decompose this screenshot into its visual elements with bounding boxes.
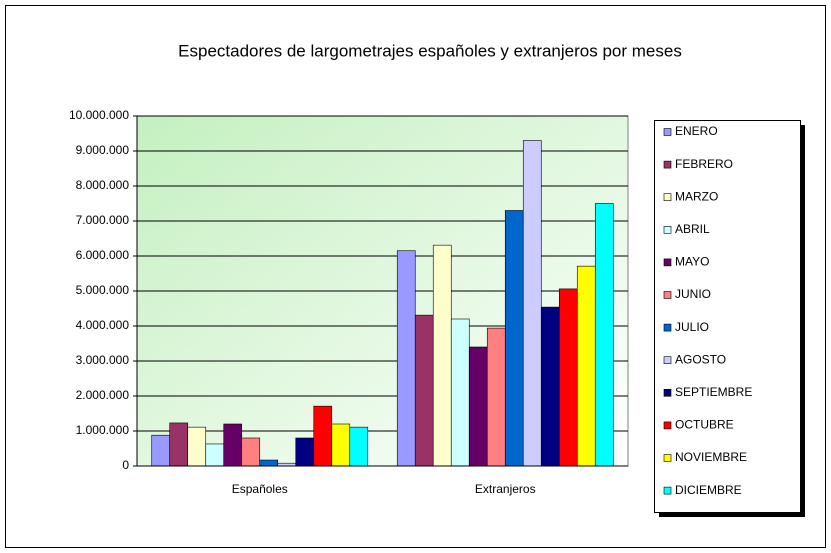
legend-label: NOVIEMBRE bbox=[675, 450, 747, 464]
y-tick-label: 7.000.000 bbox=[76, 213, 130, 227]
bar bbox=[432, 244, 452, 467]
legend-label: MAYO bbox=[675, 255, 709, 269]
bar bbox=[187, 426, 207, 467]
bar bbox=[414, 314, 434, 467]
legend-label: OCTUBRE bbox=[675, 418, 734, 432]
bar bbox=[450, 318, 470, 467]
bar bbox=[223, 423, 243, 467]
legend-label: MARZO bbox=[675, 189, 718, 203]
legend-swatch bbox=[663, 291, 672, 299]
bar bbox=[594, 203, 614, 467]
x-tick-label: Españoles bbox=[232, 482, 288, 496]
legend-box bbox=[654, 120, 801, 513]
bar bbox=[522, 140, 542, 467]
bar bbox=[349, 426, 369, 467]
legend-swatch bbox=[663, 258, 672, 267]
y-tick-label: 1.000.000 bbox=[76, 423, 130, 437]
bar bbox=[468, 346, 488, 467]
y-tick-label: 3.000.000 bbox=[76, 353, 130, 367]
bar bbox=[313, 405, 333, 467]
bar bbox=[205, 443, 225, 467]
legend-label: ABRIL bbox=[675, 222, 710, 236]
legend-swatch bbox=[663, 486, 672, 495]
legend-swatch bbox=[663, 356, 672, 365]
y-tick-label: 5.000.000 bbox=[76, 283, 130, 297]
y-tick-label: 10.000.000 bbox=[69, 108, 129, 122]
legend-label: JUNIO bbox=[675, 287, 711, 301]
y-tick-label: 6.000.000 bbox=[76, 248, 130, 262]
bar bbox=[576, 265, 596, 467]
bar bbox=[259, 459, 279, 467]
bar bbox=[396, 250, 416, 467]
legend-label: SEPTIEMBRE bbox=[675, 385, 752, 399]
legend-swatch bbox=[663, 193, 672, 201]
bar bbox=[558, 288, 578, 467]
bar bbox=[241, 437, 261, 467]
legend-swatch bbox=[663, 454, 672, 462]
bar bbox=[295, 437, 315, 467]
legend-swatch bbox=[663, 128, 672, 136]
bar bbox=[331, 423, 351, 467]
legend-label: ENERO bbox=[675, 124, 718, 138]
y-tick-label: 4.000.000 bbox=[76, 318, 130, 332]
y-tick-label: 9.000.000 bbox=[76, 143, 130, 157]
legend-label: DICIEMBRE bbox=[675, 483, 742, 497]
chart-title: Espectadores de largometrajes españoles … bbox=[178, 41, 682, 60]
y-tick-label: 8.000.000 bbox=[76, 178, 130, 192]
legend-swatch bbox=[663, 421, 672, 430]
bar bbox=[486, 327, 506, 467]
bar bbox=[504, 210, 524, 467]
legend-label: JULIO bbox=[675, 320, 709, 334]
y-tick-label: 0 bbox=[122, 458, 129, 472]
legend-swatch bbox=[663, 323, 672, 332]
bar bbox=[169, 422, 189, 467]
legend-swatch bbox=[663, 226, 672, 234]
legend-swatch bbox=[663, 160, 672, 169]
y-tick-label: 2.000.000 bbox=[76, 388, 130, 402]
bar bbox=[540, 306, 560, 467]
x-tick-label: Extranjeros bbox=[475, 482, 536, 496]
legend-swatch bbox=[663, 388, 672, 397]
legend-label: AGOSTO bbox=[675, 352, 726, 366]
bar bbox=[151, 434, 171, 467]
legend-label: FEBRERO bbox=[675, 157, 733, 171]
